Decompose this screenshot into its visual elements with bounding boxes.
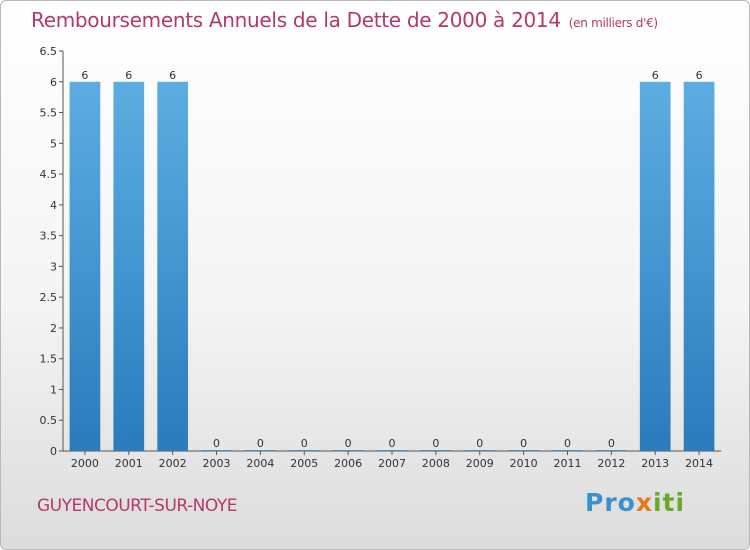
y-tick-label: 3 — [50, 260, 57, 273]
bar — [332, 450, 364, 451]
y-tick-label: 3.5 — [40, 230, 58, 243]
x-tick-label: 2014 — [685, 457, 713, 470]
proxiti-logo: Proxiti — [585, 488, 685, 517]
logo-part-3: iti — [652, 488, 686, 517]
x-tick-label: 2007 — [378, 457, 406, 470]
logo-part-1: Pro — [585, 488, 636, 517]
data-label: 6 — [125, 69, 132, 82]
bar — [508, 450, 539, 451]
bar — [201, 450, 232, 451]
y-tick-label: 2.5 — [40, 291, 58, 304]
x-tick-label: 2008 — [422, 457, 450, 470]
bar — [639, 81, 671, 452]
location-name: GUYENCOURT-SUR-NOYE — [37, 496, 237, 516]
chart-subtitle: (en milliers d'€) — [568, 16, 658, 30]
y-tick-label: 0.5 — [40, 414, 58, 427]
bar — [464, 450, 496, 451]
x-tick-label: 2003 — [203, 457, 231, 470]
bar — [245, 450, 276, 451]
chart-title: Remboursements Annuels de la Dette de 20… — [31, 8, 658, 32]
data-label: 6 — [696, 69, 703, 82]
data-label: 6 — [169, 69, 176, 82]
y-tick-label: 1 — [50, 383, 57, 396]
data-label: 0 — [476, 437, 483, 450]
bar — [113, 81, 145, 452]
y-tick-label: 4 — [50, 199, 57, 212]
x-tick-label: 2013 — [641, 457, 669, 470]
bar — [683, 81, 715, 452]
data-label: 0 — [608, 437, 615, 450]
y-tick-label: 5.5 — [40, 107, 58, 120]
y-tick-label: 0 — [50, 445, 57, 458]
x-tick-label: 2002 — [159, 457, 187, 470]
y-tick-label: 6 — [50, 76, 57, 89]
x-tick-label: 2011 — [553, 457, 581, 470]
x-tick-label: 2001 — [115, 457, 143, 470]
bar — [552, 450, 583, 451]
data-label: 0 — [257, 437, 264, 450]
x-tick-label: 2009 — [466, 457, 494, 470]
y-tick-label: 4.5 — [40, 168, 58, 181]
y-tick-label: 1.5 — [40, 353, 58, 366]
bar — [69, 81, 101, 452]
x-tick-label: 2005 — [290, 457, 318, 470]
bar — [376, 450, 408, 451]
data-label: 0 — [213, 437, 220, 450]
x-tick-label: 2010 — [510, 457, 538, 470]
data-label: 0 — [520, 437, 527, 450]
x-tick-label: 2012 — [597, 457, 625, 470]
y-tick-label: 2 — [50, 322, 57, 335]
bar — [288, 450, 320, 451]
data-label: 6 — [652, 69, 659, 82]
chart-title-text: Remboursements Annuels de la Dette de 20… — [31, 8, 561, 32]
x-tick-label: 2006 — [334, 457, 362, 470]
data-label: 0 — [345, 437, 352, 450]
data-label: 0 — [564, 437, 571, 450]
data-label: 0 — [301, 437, 308, 450]
x-tick-label: 2000 — [71, 457, 99, 470]
data-label: 6 — [81, 69, 88, 82]
y-tick-label: 5 — [50, 137, 57, 150]
y-tick-label: 6.5 — [40, 45, 58, 58]
logo-part-2: x — [635, 488, 653, 517]
bar — [595, 450, 627, 451]
bar — [157, 81, 189, 452]
data-label: 0 — [432, 437, 439, 450]
x-tick-label: 2004 — [246, 457, 274, 470]
bar — [420, 450, 452, 451]
data-label: 0 — [389, 437, 396, 450]
